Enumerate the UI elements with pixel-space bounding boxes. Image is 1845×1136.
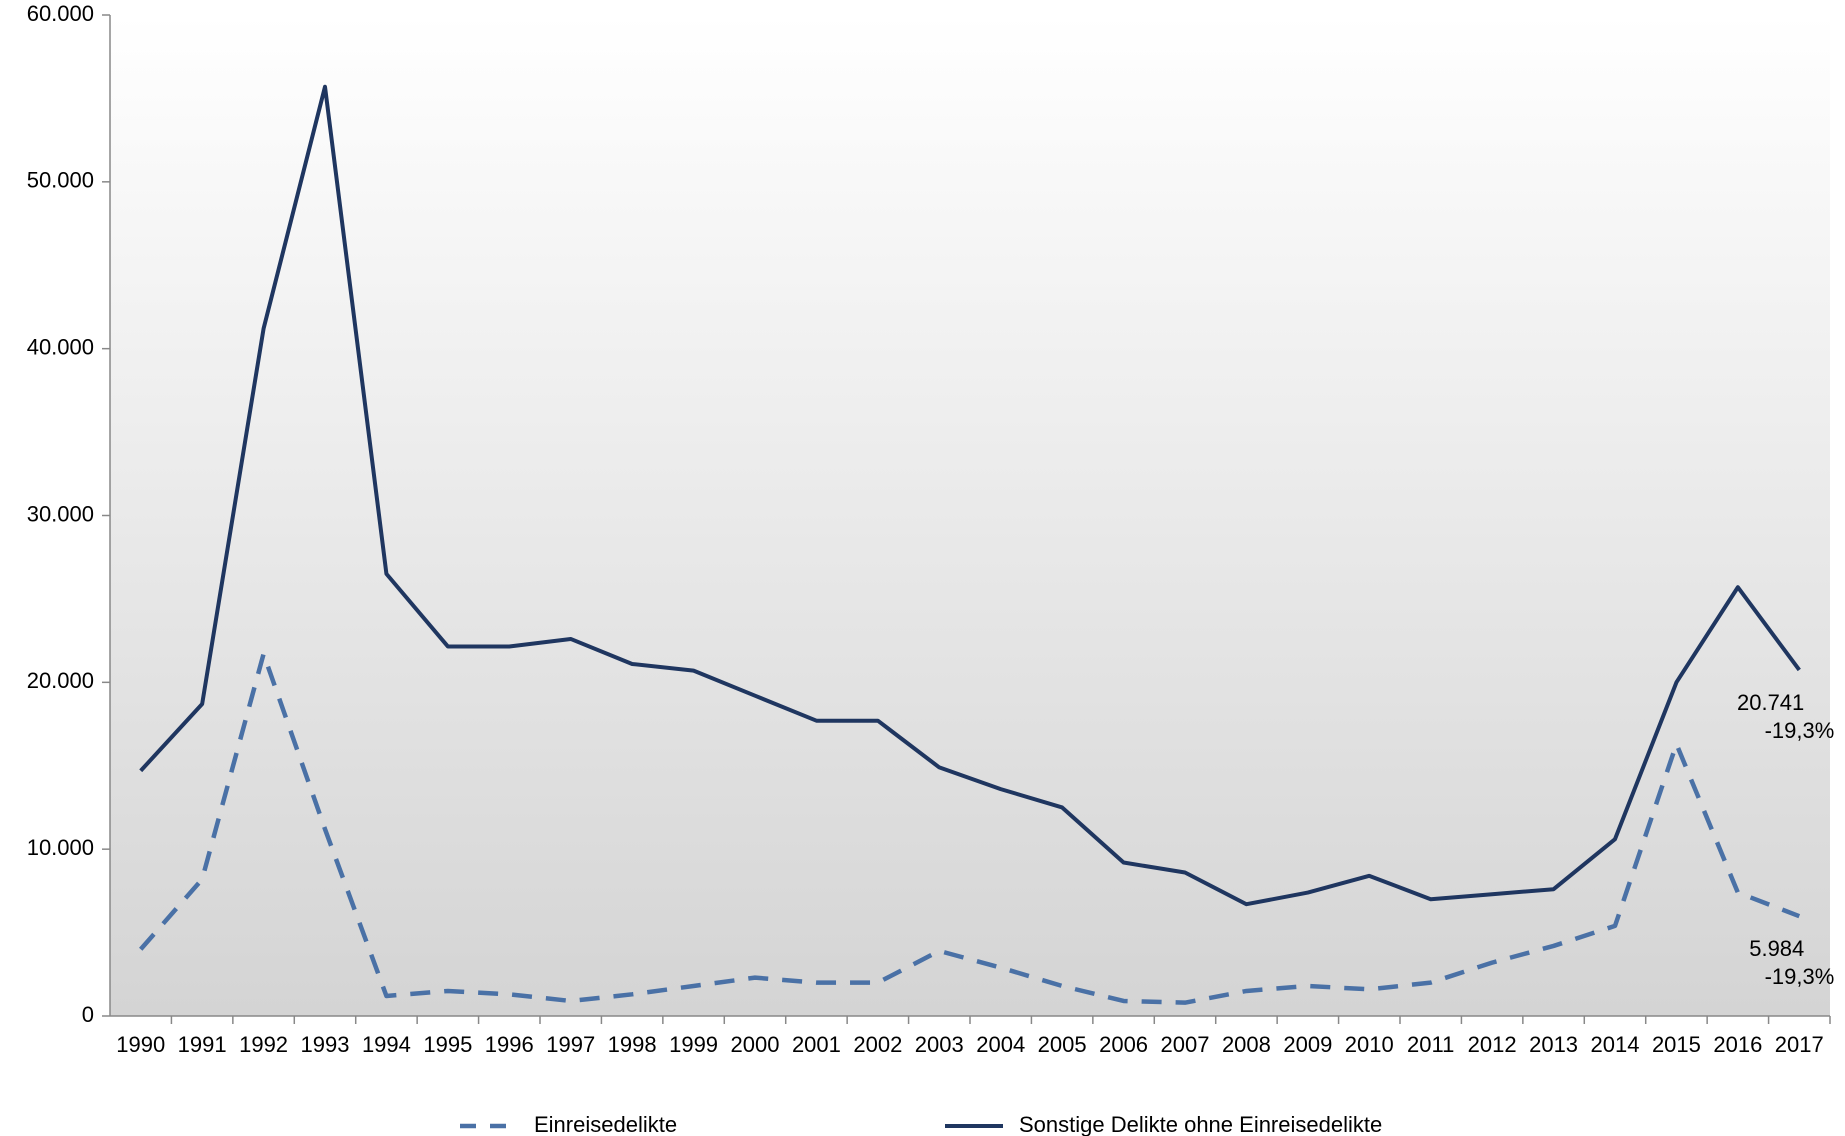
x-tick-label: 1994 [362, 1032, 411, 1057]
x-tick-label: 2000 [731, 1032, 780, 1057]
x-tick-label: 2005 [1038, 1032, 1087, 1057]
x-tick-label: 2011 [1407, 1032, 1454, 1057]
x-tick-label: 2013 [1529, 1032, 1578, 1057]
x-tick-label: 1993 [301, 1032, 350, 1057]
x-tick-label: 1990 [116, 1032, 165, 1057]
annotation-value: 5.984 [1749, 936, 1804, 961]
y-tick-label: 0 [82, 1002, 94, 1027]
x-tick-label: 2006 [1099, 1032, 1148, 1057]
x-tick-label: 2016 [1713, 1032, 1762, 1057]
x-tick-label: 2001 [792, 1032, 841, 1057]
x-tick-label: 2004 [976, 1032, 1025, 1057]
x-tick-label: 1996 [485, 1032, 534, 1057]
y-tick-label: 10.000 [27, 835, 94, 860]
x-tick-label: 2009 [1283, 1032, 1332, 1057]
x-tick-label: 1998 [608, 1032, 657, 1057]
x-tick-label: 2002 [853, 1032, 902, 1057]
y-tick-label: 60.000 [27, 1, 94, 26]
x-tick-label: 2014 [1591, 1032, 1640, 1057]
y-tick-label: 40.000 [27, 334, 94, 359]
series-line [139, 651, 1801, 1005]
x-tick-label: 2012 [1468, 1032, 1517, 1057]
x-tick-label: 1991 [178, 1032, 227, 1057]
x-tick-label: 2008 [1222, 1032, 1271, 1057]
annotation-value: 20.741 [1737, 690, 1804, 715]
y-tick-label: 50.000 [27, 168, 94, 193]
legend-label: Einreisedelikte [534, 1112, 677, 1136]
y-tick-label: 20.000 [27, 668, 94, 693]
plot-background [110, 15, 1830, 1016]
annotation-change: -19,3% [1765, 964, 1835, 989]
legend-label: Sonstige Delikte ohne Einreisedelikte [1019, 1112, 1382, 1136]
x-tick-label: 2015 [1652, 1032, 1701, 1057]
x-tick-label: 2010 [1345, 1032, 1394, 1057]
x-tick-label: 1995 [423, 1032, 472, 1057]
annotation-change: -19,3% [1765, 718, 1835, 743]
x-tick-label: 1992 [239, 1032, 288, 1057]
series-line [139, 84, 1801, 907]
x-tick-label: 1999 [669, 1032, 718, 1057]
x-tick-label: 2017 [1775, 1032, 1824, 1057]
x-tick-label: 1997 [546, 1032, 595, 1057]
y-tick-label: 30.000 [27, 501, 94, 526]
x-tick-label: 2003 [915, 1032, 964, 1057]
x-tick-label: 2007 [1161, 1032, 1210, 1057]
